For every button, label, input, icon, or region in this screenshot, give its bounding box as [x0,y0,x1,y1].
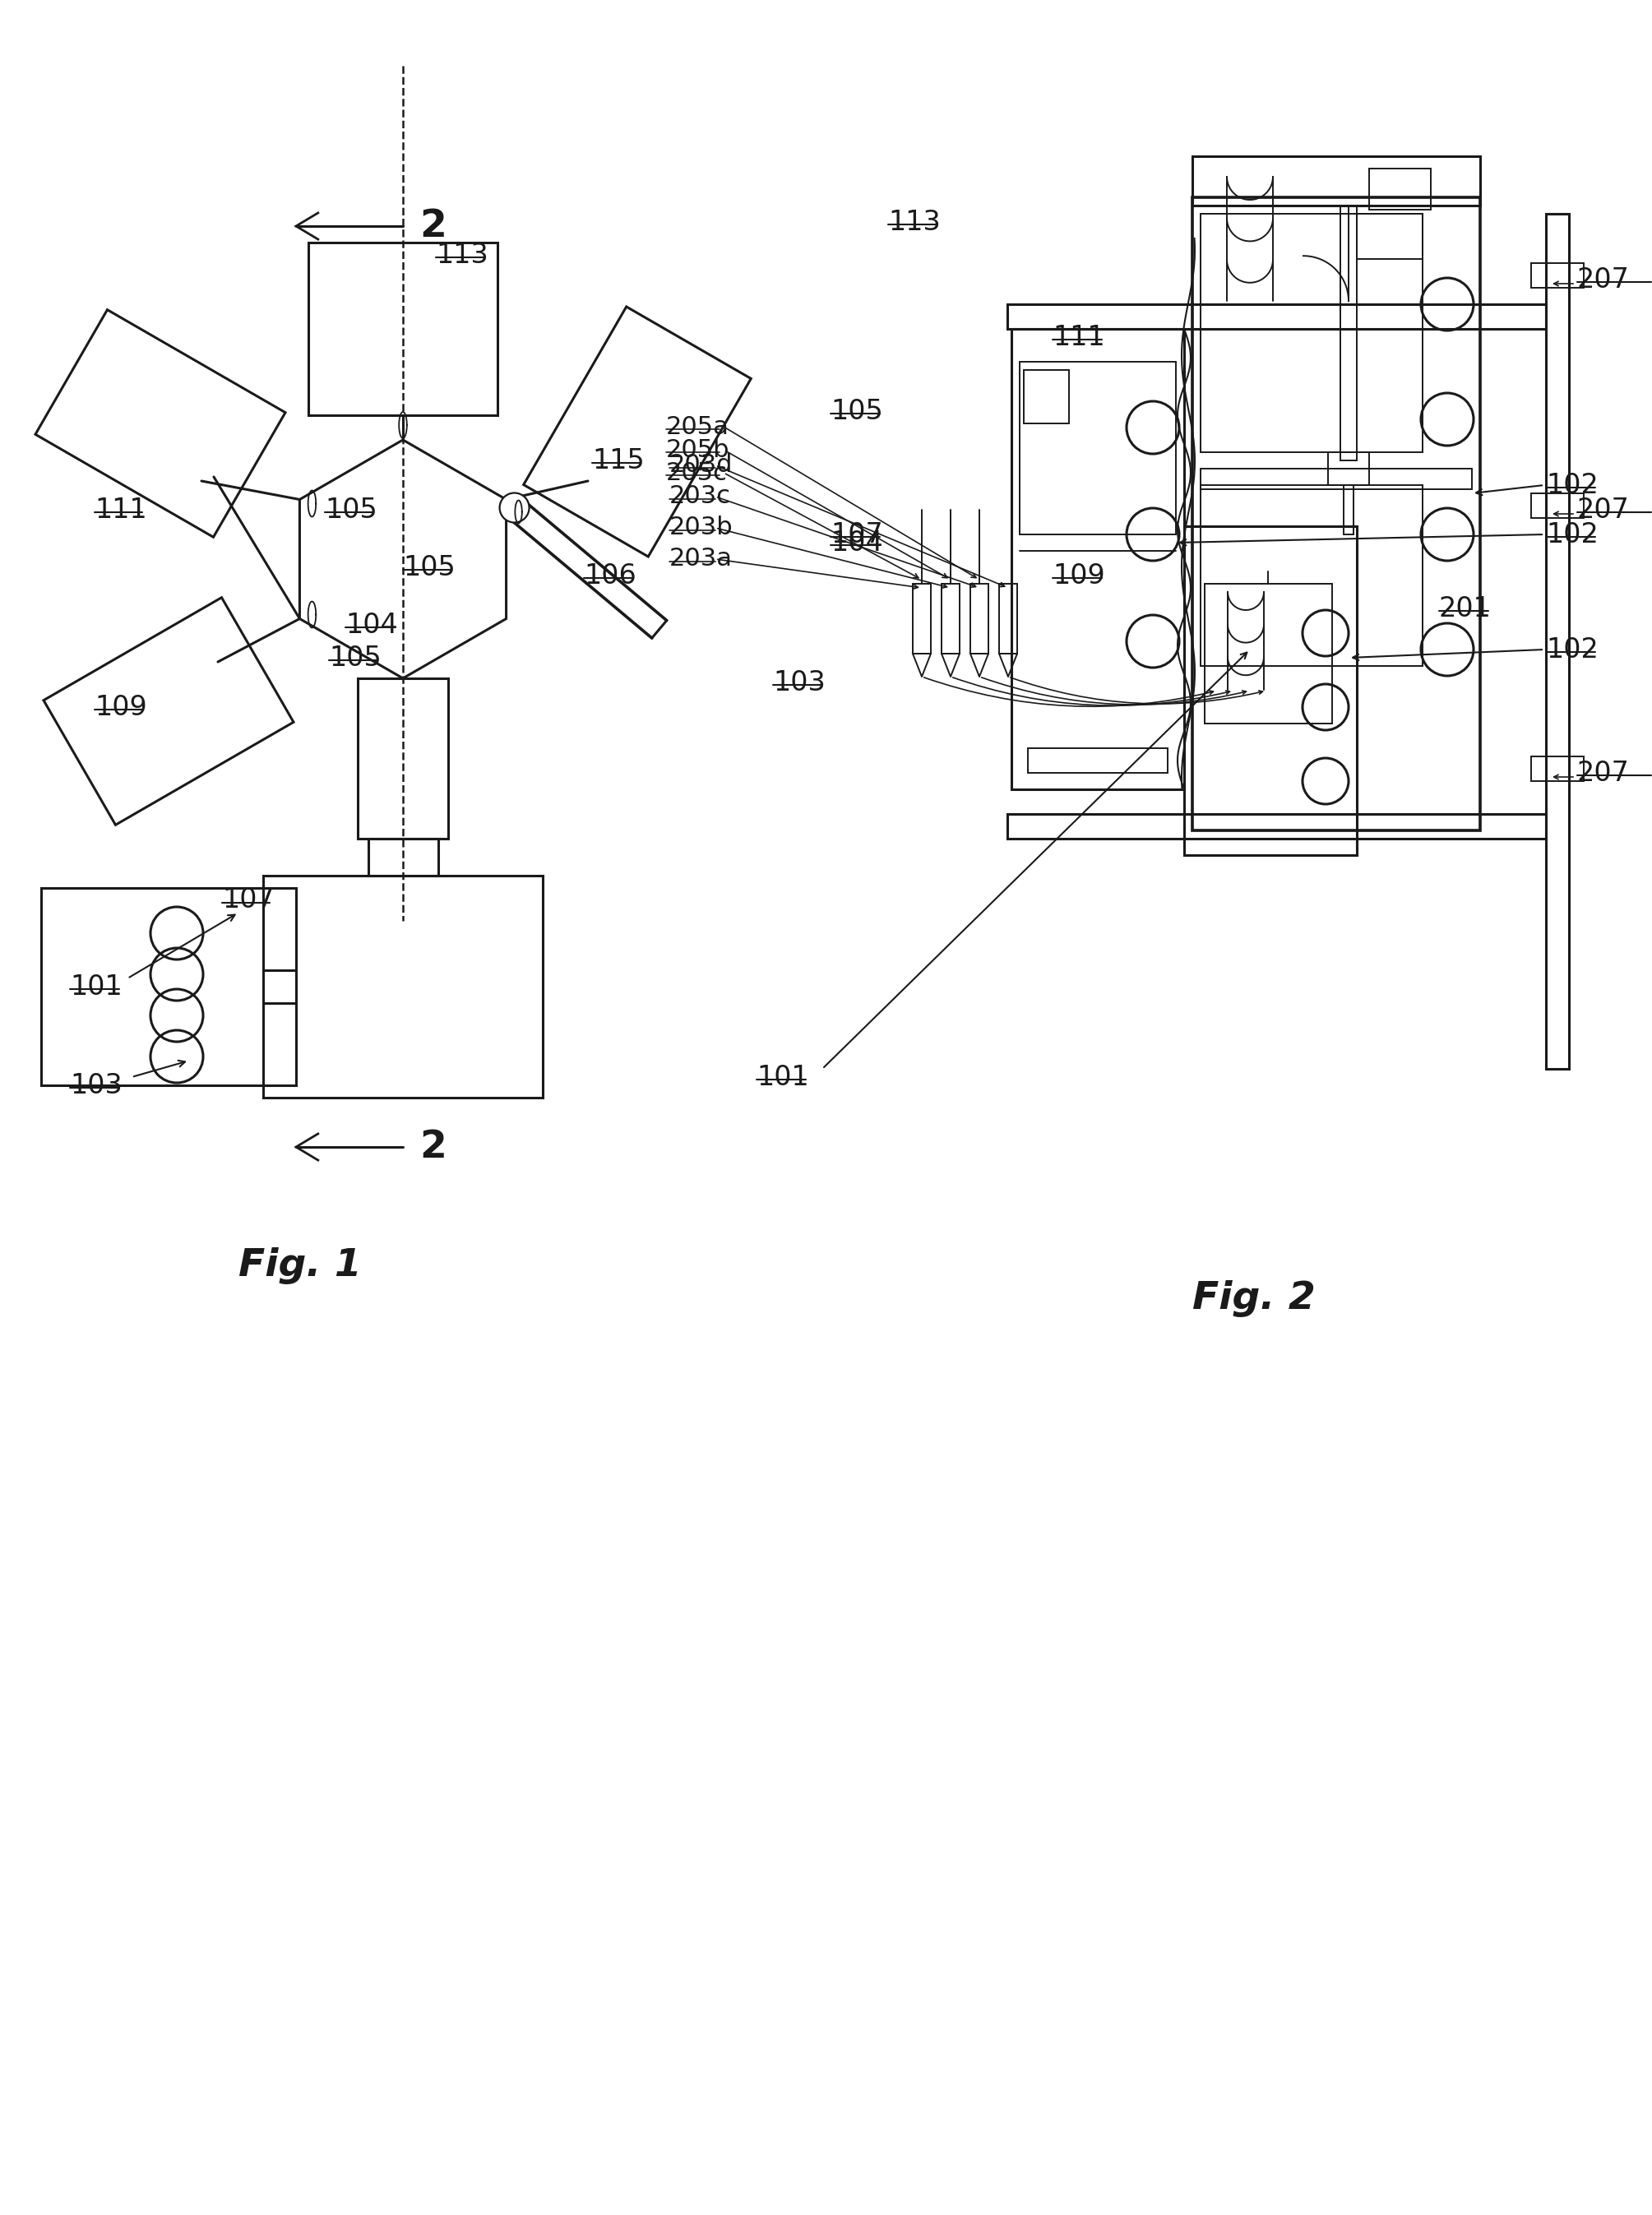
Text: 205c: 205c [666,461,727,485]
Text: 104: 104 [345,611,398,638]
Text: 207: 207 [1578,266,1629,292]
Text: Fig. 1: Fig. 1 [238,1247,362,1285]
Text: 201: 201 [1439,596,1492,622]
Bar [1204,585,1332,724]
Text: 109: 109 [94,693,147,720]
Text: 102: 102 [1546,472,1599,498]
Bar [1531,264,1584,288]
Text: 203c: 203c [669,485,732,509]
Bar [942,585,960,653]
Bar [1370,168,1431,210]
Text: 205a: 205a [666,414,729,439]
Text: 102: 102 [1546,521,1599,547]
Bar [1008,813,1546,839]
Bar [1011,328,1184,789]
Text: 111: 111 [94,496,147,523]
Bar [309,244,497,414]
Text: 113: 113 [436,241,489,268]
Bar [1531,755,1584,782]
Text: 207: 207 [1578,496,1629,523]
Bar [1201,215,1422,452]
Bar [970,585,988,653]
Text: 105: 105 [831,396,882,425]
Text: 105: 105 [329,645,382,671]
Bar [1546,215,1569,1070]
Bar [1024,370,1069,423]
Bar [41,888,296,1085]
Text: 101: 101 [69,972,122,1001]
Text: 205b: 205b [666,439,730,461]
Text: 207: 207 [1578,760,1629,786]
Text: 203b: 203b [669,516,733,540]
Bar [368,839,438,875]
Bar [1201,470,1472,490]
Text: 2: 2 [420,208,446,244]
Bar [1343,485,1353,534]
Text: 109: 109 [1052,563,1105,589]
Bar [1340,206,1356,461]
Text: 102: 102 [1546,636,1599,662]
Text: 113: 113 [889,208,940,235]
Text: 115: 115 [591,447,644,474]
Text: 107: 107 [831,521,882,547]
Text: 103: 103 [773,669,826,696]
Text: 203d: 203d [669,454,733,476]
Text: 203a: 203a [669,547,733,571]
Text: Fig. 2: Fig. 2 [1193,1280,1315,1318]
Text: 107: 107 [221,886,274,915]
Text: 101: 101 [757,1063,809,1090]
Bar [1531,494,1584,518]
Bar [1028,749,1168,773]
Text: 106: 106 [583,563,636,589]
Bar [1356,215,1422,259]
Bar [1193,157,1480,206]
Bar [1328,452,1370,485]
Bar [1184,527,1356,855]
Bar [263,875,544,1099]
Bar [999,585,1018,653]
Text: 104: 104 [831,529,882,556]
Bar [1008,303,1546,328]
Bar [1193,197,1480,831]
Bar [1019,361,1176,534]
Text: 105: 105 [325,496,377,523]
Text: 111: 111 [1052,323,1105,350]
Circle shape [499,494,529,523]
Text: 2: 2 [420,1127,446,1165]
Bar [1201,485,1422,667]
Text: 103: 103 [69,1072,122,1099]
Text: 105: 105 [403,554,456,580]
Bar [358,678,448,839]
Bar [914,585,930,653]
